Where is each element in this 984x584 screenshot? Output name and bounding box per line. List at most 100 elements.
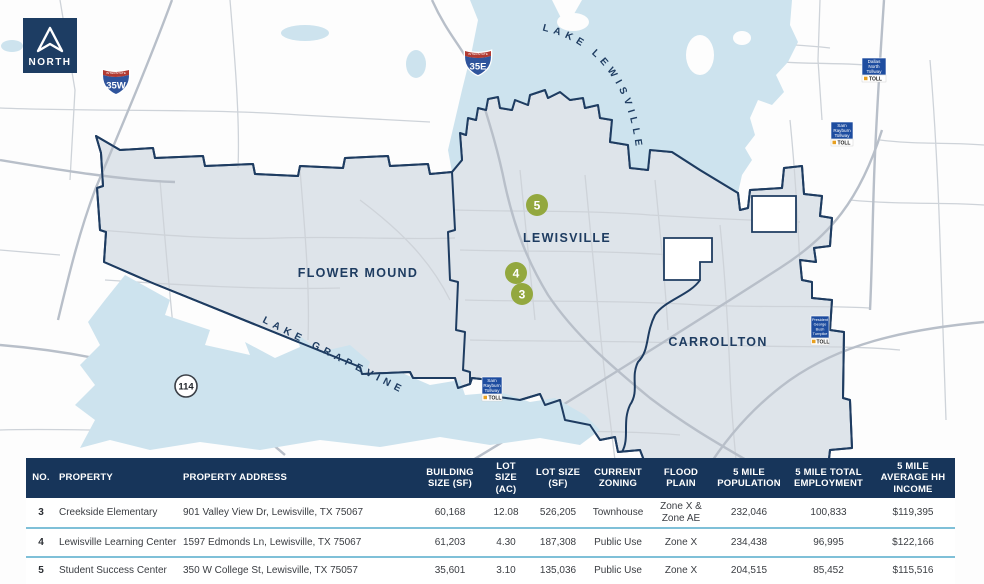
cell-lot-size-sf: 135,036: [539, 565, 577, 577]
svg-text:North: North: [868, 64, 880, 69]
cell-population: 204,515: [730, 565, 768, 577]
cell-property: Creekside Elementary: [59, 506, 158, 518]
col-flood-plain: FLOOD PLAIN: [663, 466, 699, 489]
cell-employment: 85,452: [813, 565, 844, 577]
svg-text:Tollway: Tollway: [834, 133, 850, 138]
col-employment: 5 MILE TOTAL EMPLOYMENT: [793, 466, 864, 489]
svg-text:Rayburn: Rayburn: [833, 128, 851, 133]
flower-mound-label: FLOWER MOUND: [298, 266, 418, 280]
cell-income: $119,395: [892, 506, 934, 518]
i35w-highway: [56, 0, 174, 321]
svg-text:Dallas: Dallas: [868, 59, 881, 64]
cell-address: 350 W College St, Lewisville, TX 75057: [183, 565, 358, 577]
i35e-shield-icon: INTERSTATE 35E: [463, 49, 493, 77]
table-header-row: NO. PROPERTY PROPERTY ADDRESS BUILDING S…: [26, 458, 955, 498]
svg-text:5: 5: [534, 198, 541, 212]
cell-lot-size-ac: 4.30: [496, 536, 516, 548]
svg-text:Turnpike: Turnpike: [813, 332, 828, 336]
cell-lot-size-sf: 187,308: [539, 536, 577, 548]
cell-property: Lewisville Learning Center: [59, 536, 177, 548]
dallas-north-tollway-road: [868, 0, 886, 311]
svg-text:TOLL: TOLL: [489, 396, 502, 402]
hwy114-shield-icon: 114: [174, 374, 198, 398]
svg-text:INTERSTATE: INTERSTATE: [468, 52, 488, 56]
col-lot-size-ac: LOT SIZE (AC): [495, 461, 517, 495]
cell-building-size: 60,168: [434, 506, 466, 518]
svg-text:George: George: [814, 323, 827, 327]
cell-no: 3: [38, 506, 44, 518]
president-george-bush-turnpike-sign: President George Bush Turnpike TOLL: [810, 315, 830, 346]
property-marker-5: 5: [526, 194, 548, 216]
svg-text:35E: 35E: [470, 62, 487, 73]
svg-text:INTERSTATE: INTERSTATE: [106, 71, 126, 75]
cell-income: $122,166: [892, 536, 934, 548]
cell-building-size: 35,601: [434, 565, 466, 577]
lewisville-carrollton-boundary: [621, 279, 701, 453]
cell-employment: 100,833: [810, 506, 847, 518]
cell-lot-size-sf: 526,205: [539, 506, 577, 518]
cell-population: 234,438: [730, 536, 768, 548]
cell-no: 5: [38, 565, 44, 577]
lake-grapevine-water: [75, 275, 600, 450]
cell-building-size: 61,203: [434, 536, 466, 548]
svg-text:114: 114: [178, 382, 194, 393]
table-row-4: 4 Lewisville Learning Center 1597 Edmond…: [26, 527, 955, 556]
lakes: [1, 0, 798, 450]
cell-zoning: Public Use: [594, 536, 642, 548]
property-table: NO. PROPERTY PROPERTY ADDRESS BUILDING S…: [26, 458, 955, 584]
svg-text:TOLL: TOLL: [838, 141, 851, 147]
svg-text:President: President: [812, 318, 829, 322]
svg-text:Bush: Bush: [816, 327, 825, 331]
cell-property: Student Success Center: [59, 565, 167, 577]
boundary-enclave: [663, 237, 713, 281]
cell-income: $115,516: [892, 565, 934, 577]
table-row-5: 5 Student Success Center 350 W College S…: [26, 556, 955, 584]
col-address: PROPERTY ADDRESS: [183, 472, 288, 484]
minor-roads: [0, 0, 984, 481]
svg-text:Rayburn: Rayburn: [483, 383, 501, 388]
lewisville-label: LEWISVILLE: [523, 231, 611, 245]
cell-address: 901 Valley View Dr, Lewisville, TX 75067: [183, 506, 364, 518]
fm-north-road: [0, 158, 176, 184]
col-lot-size-sf: LOT SIZE (SF): [535, 466, 581, 489]
svg-text:3: 3: [519, 287, 526, 301]
col-property: PROPERTY: [59, 472, 113, 484]
col-zoning: CURRENT ZONING: [594, 466, 642, 489]
svg-text:TOLL: TOLL: [817, 340, 830, 346]
col-population: 5 MILE POPULATION: [717, 466, 781, 489]
cell-no: 4: [38, 536, 44, 548]
cell-lot-size-ac: 12.08: [493, 506, 519, 518]
svg-text:Tollway: Tollway: [866, 69, 882, 74]
city-boundary-outline: [95, 89, 853, 473]
property-marker-4: 4: [505, 262, 527, 284]
north-arrow-icon: [36, 26, 64, 53]
cell-employment: 96,995: [813, 536, 844, 548]
north-label: NORTH: [28, 57, 72, 68]
cell-flood-plain: Zone X: [664, 536, 698, 548]
cell-flood-plain: Zone X & Zone AE: [660, 501, 702, 524]
north-indicator: NORTH: [23, 18, 77, 73]
sam-rayburn-tollway-sign-south: Sam Rayburn Tollway TOLL: [481, 376, 503, 402]
sam-rayburn-tollway-sign-north: Sam Rayburn Tollway TOLL: [830, 121, 854, 147]
svg-text:35W: 35W: [106, 81, 126, 92]
svg-text:4: 4: [513, 266, 520, 280]
cell-flood-plain: Zone X: [664, 565, 698, 577]
cell-population: 232,046: [730, 506, 768, 518]
dallas-north-tollway-sign: Dallas North Tollway TOLL: [861, 57, 887, 83]
cell-address: 1597 Edmonds Ln, Lewisville, TX 75067: [183, 536, 362, 548]
cell-zoning: Public Use: [594, 565, 642, 577]
i35w-shield-icon: INTERSTATE 35W: [101, 68, 131, 96]
col-building-size: BUILDING SIZE (SF): [426, 466, 474, 489]
property-marker-3: 3: [511, 283, 533, 305]
cell-zoning: Townhouse: [592, 506, 644, 518]
svg-text:Tollway: Tollway: [484, 388, 500, 393]
col-income: 5 MILE AVERAGE HH INCOME: [880, 461, 946, 495]
cell-lot-size-ac: 3.10: [496, 565, 516, 577]
carrollton-label: CARROLLTON: [668, 335, 767, 349]
svg-text:Sam: Sam: [837, 123, 847, 128]
table-row-3: 3 Creekside Elementary 901 Valley View D…: [26, 498, 955, 527]
flower-mound-lewisville-boundary: [447, 171, 471, 384]
col-no: NO.: [32, 472, 50, 484]
